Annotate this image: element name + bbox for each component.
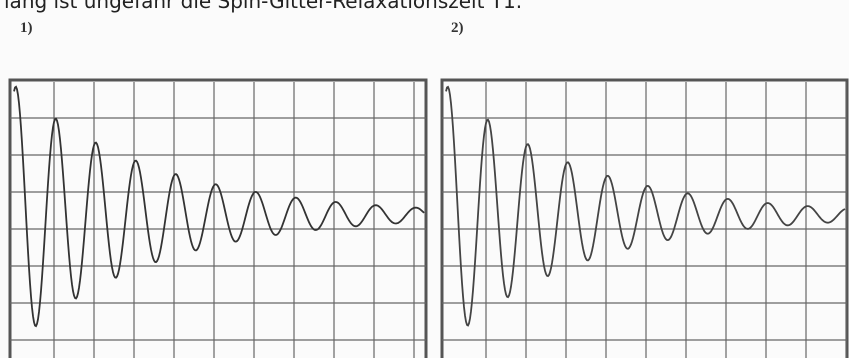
figure-label: 2) <box>451 20 464 36</box>
header-text: lang ist ungefähr die Spin-Gitter-Relaxa… <box>4 0 522 13</box>
page: lang ist ungefähr die Spin-Gitter-Relaxa… <box>0 0 849 358</box>
figure-label: 1) <box>20 20 33 36</box>
scan: lang ist ungefähr die Spin-Gitter-Relaxa… <box>0 0 849 358</box>
